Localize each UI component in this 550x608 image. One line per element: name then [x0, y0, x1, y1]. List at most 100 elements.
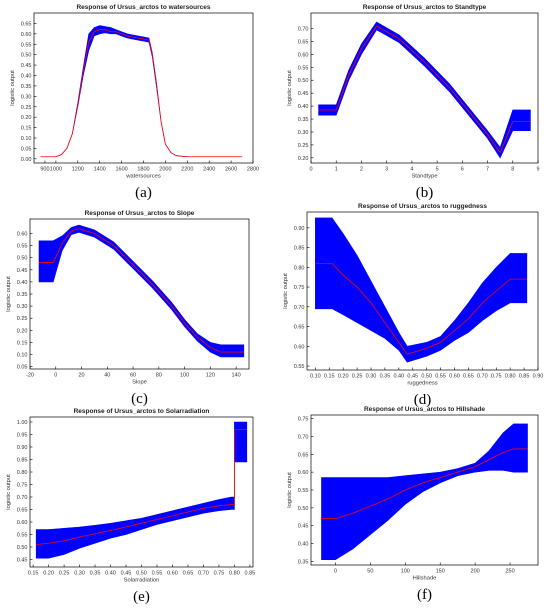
chart-title: Response of Ursus_arctos to Slope [85, 210, 195, 217]
x-tick-label: 0.85 [519, 374, 530, 380]
x-tick-label: 0.80 [505, 374, 516, 380]
y-tick-label: 0.80 [17, 470, 28, 476]
x-tick-label: 0.15 [28, 571, 39, 577]
y-tick-label: 0.70 [298, 434, 309, 440]
x-tick-label: 2 [360, 167, 363, 173]
y-tick-label: 0.65 [298, 39, 309, 45]
x-tick-label: 1400 [94, 167, 106, 173]
x-tick-label: 6 [461, 167, 464, 173]
chart-panel-2: 0 1 2 3 4 5 6 7 8 9 0.20 0.25 0.30 0.35 0.40 0.45 0.50 0.… [287, 4, 540, 201]
y-tick-label: 0.85 [17, 458, 28, 464]
y-tick-label: 0.25 [17, 316, 28, 322]
x-axis-label: watersources [125, 174, 161, 180]
y-tick-label: 0.45 [17, 558, 28, 564]
y-tick-label: 0.30 [298, 130, 309, 136]
y-tick-label: 0.55 [17, 533, 28, 539]
x-tick-label: 0.80 [229, 571, 240, 577]
y-tick-label: 0.60 [17, 520, 28, 526]
y-tick-label: 0.50 [17, 256, 28, 262]
y-tick-label: 0.35 [298, 559, 309, 565]
y-tick-label: 0.65 [298, 452, 309, 458]
y-tick-label: 0.20 [17, 328, 28, 334]
y-tick-label: 0.30 [17, 304, 28, 310]
x-tick-label: 80 [156, 373, 162, 379]
x-tick-label: 0.70 [477, 374, 488, 380]
mean-response-line [315, 262, 527, 355]
x-tick-label: 0.60 [167, 571, 178, 577]
confidence-band [321, 423, 528, 560]
x-tick-label: 2200 [181, 167, 193, 173]
y-tick-label: 0.65 [21, 21, 32, 27]
y-tick-label: 0.70 [17, 495, 28, 501]
x-tick-label: 0.85 [245, 571, 256, 577]
y-tick-label: 0.40 [21, 74, 32, 80]
x-tick-label: 0 [309, 167, 312, 173]
y-tick-label: 0.15 [21, 126, 32, 132]
x-tick-label: 250 [505, 569, 514, 575]
mean-response-line [39, 228, 244, 353]
chart-panel-6: 0 50 100 150 200 250 0.35 0.40 0.45 0.50 0.55 0.60 0… [287, 406, 539, 603]
panel-label: (c) [131, 391, 148, 407]
x-tick-label: -20 [26, 373, 34, 379]
x-axis-label: Solarradiation [124, 578, 160, 584]
x-tick-label: 0.50 [136, 571, 147, 577]
y-tick-label: 0.55 [298, 488, 309, 494]
x-tick-label: 0.25 [59, 571, 70, 577]
x-tick-label: 2600 [225, 167, 237, 173]
y-tick-label: 0.80 [294, 265, 305, 271]
y-tick-label: 0.65 [17, 508, 28, 514]
confidence-band [315, 217, 528, 363]
y-tick-label: 0.20 [21, 115, 32, 121]
confidence-band [35, 421, 248, 559]
panel-label: (b) [416, 185, 434, 201]
chart-panel-5: 0.15 0.20 0.25 0.30 0.35 0.40 0.45 0.50 0.55 0.60… [6, 408, 255, 605]
plot-frame [310, 12, 539, 164]
x-tick-label: 0.55 [435, 374, 446, 380]
x-tick-label: 200 [471, 569, 480, 575]
y-tick-label: 0.05 [17, 365, 28, 371]
x-tick-label: 2000 [159, 167, 171, 173]
confidence-band [38, 224, 245, 358]
x-tick-label: 5 [436, 167, 439, 173]
x-tick-label: 0.60 [449, 374, 460, 380]
x-tick-label: 1200 [72, 167, 84, 173]
y-tick-label: 0.10 [21, 136, 32, 142]
mean-response-line [40, 29, 243, 158]
y-tick-label: 0.35 [17, 292, 28, 298]
y-tick-label: 0.45 [298, 524, 309, 530]
y-tick-label: 0.40 [298, 542, 309, 548]
chart-panel-4: 0.10 0.15 0.20 0.25 0.30 0.35 0.40 0.45 0.50 0.55… [283, 203, 543, 408]
x-tick-label: 60 [130, 373, 136, 379]
y-tick-label: 1.00 [17, 420, 28, 426]
y-tick-label: 0.45 [21, 63, 32, 69]
y-tick-label: 0.90 [294, 226, 305, 232]
y-axis-label: logistic output [10, 70, 16, 106]
y-tick-label: 0.60 [298, 470, 309, 476]
x-tick-label: 1600 [115, 167, 127, 173]
y-tick-label: 0.75 [17, 483, 28, 489]
x-tick-label: 0.30 [74, 571, 85, 577]
plot-frame [306, 211, 539, 371]
y-tick-label: 0.55 [294, 364, 305, 370]
panel-label: (f) [417, 587, 432, 603]
x-tick-label: 900 [40, 167, 49, 173]
y-tick-label: 0.10 [17, 352, 28, 358]
y-tick-label: 0.25 [21, 105, 32, 111]
y-tick-label: 0.45 [298, 91, 309, 97]
y-tick-label: 0.55 [17, 244, 28, 250]
x-tick-label: 0.65 [463, 374, 474, 380]
x-tick-label: 1800 [137, 167, 149, 173]
y-tick-label: 0.75 [298, 417, 309, 423]
panel-label: (a) [135, 185, 152, 201]
x-tick-label: 0.50 [421, 374, 432, 380]
x-tick-label: 7 [486, 167, 489, 173]
x-tick-label: 0 [54, 373, 57, 379]
x-tick-label: 120 [206, 373, 215, 379]
chart-title: Response of Ursus_arctos to Solarradiati… [74, 408, 210, 415]
y-tick-label: 0.50 [298, 506, 309, 512]
y-tick-label: 0.90 [17, 445, 28, 451]
x-axis-label: Standtype [411, 174, 437, 180]
x-tick-label: 1000 [50, 167, 62, 173]
x-tick-label: 0.40 [105, 571, 116, 577]
y-axis-label: logistic output [283, 273, 289, 309]
